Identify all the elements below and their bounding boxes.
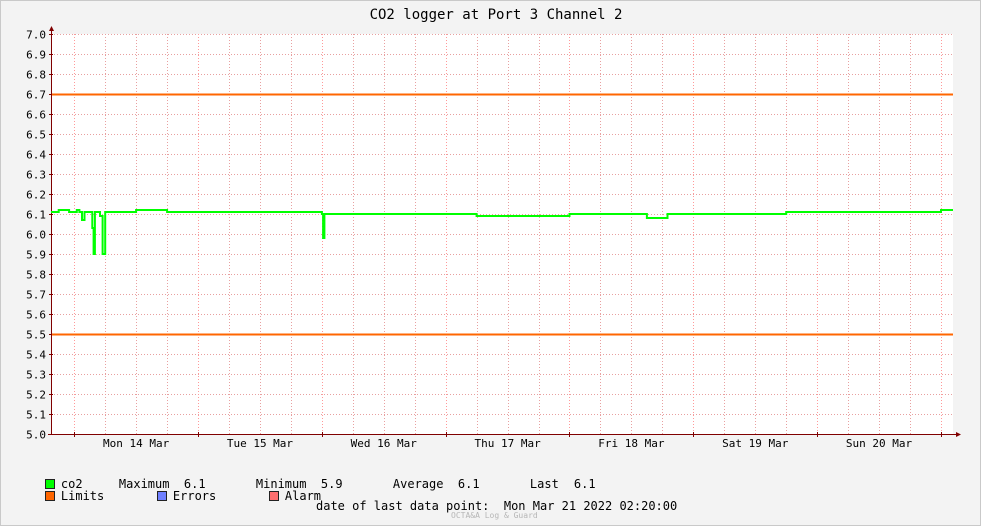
- legend-minimum-value: 5.9: [320, 477, 343, 491]
- x-tick-label: Mon 14 Mar: [103, 437, 170, 450]
- x-tick-label: Thu 17 Mar: [474, 437, 541, 450]
- y-tick-label: 5.6: [26, 309, 46, 322]
- legend-maximum-value: 6.1: [183, 477, 206, 491]
- chart: CO2 logger at Port 3 Channel 2 5.0 5.1 5.2…: [26, 7, 961, 450]
- legend-last-value: 6.1: [573, 477, 596, 491]
- y-tick-label: 5.7: [26, 289, 46, 302]
- x-tick-label: Fri 18 Mar: [598, 437, 665, 450]
- legend-average-label: Average: [392, 477, 444, 491]
- legend-maximum-label: Maximum: [118, 477, 170, 491]
- y-tick-label: 5.3: [26, 369, 46, 382]
- footer-credit: OCTA&A Log & Guard: [451, 511, 538, 520]
- errors-swatch: [156, 491, 167, 501]
- legend-errors-label: Errors: [172, 489, 217, 503]
- y-tick-label: 6.8: [26, 69, 46, 82]
- legend-row-series: co2 Maximum 6.1 Minimum 5.9 Average 6.1 Last 6.1: [16, 465, 596, 504]
- y-tick-label: 6.6: [26, 109, 46, 122]
- y-tick-label: 6.1: [26, 209, 46, 222]
- legend-row-status: Limits Errors Alarm: [16, 477, 321, 516]
- legend-last-label: Last: [529, 477, 559, 491]
- alarm-swatch: [268, 491, 279, 501]
- x-tick-label: Wed 16 Mar: [351, 437, 418, 450]
- y-axis-arrow: [49, 26, 54, 31]
- y-tick-label: 6.4: [26, 149, 46, 162]
- y-tick-label: 6.5: [26, 129, 46, 142]
- y-tick-label: 5.2: [26, 389, 46, 402]
- x-tick-label: Sun 20 Mar: [846, 437, 913, 450]
- y-tick-label: 7.0: [26, 29, 46, 42]
- legend-alarm-label: Alarm: [284, 489, 322, 503]
- y-tick-label: 5.1: [26, 409, 46, 422]
- legend-average-value: 6.1: [457, 477, 480, 491]
- last-point-label: date of last data point:: [316, 499, 490, 513]
- limits-swatch: [44, 491, 55, 501]
- limit-lines: [51, 93, 953, 336]
- x-tick-label: Sat 19 Mar: [722, 437, 789, 450]
- x-tick-label: Tue 15 Mar: [227, 437, 294, 450]
- x-axis-arrow: [956, 432, 961, 437]
- axes: [48, 26, 961, 437]
- legend-limits-label: Limits: [60, 489, 105, 503]
- y-tick-label: 6.2: [26, 189, 46, 202]
- last-data-point: date of last data point: Mon Mar 21 2022…: [316, 499, 677, 513]
- y-tick-label: 5.0: [26, 429, 46, 442]
- chart-title: CO2 logger at Port 3 Channel 2: [370, 7, 623, 23]
- y-tick-label: 5.9: [26, 249, 46, 262]
- series-layer: [51, 209, 953, 255]
- series-line-co2: [51, 209, 953, 255]
- y-tick-label: 6.9: [26, 49, 46, 62]
- y-tick-label: 5.4: [26, 349, 46, 362]
- y-tick-label: 5.5: [26, 329, 46, 342]
- legend-minimum-label: Minimum: [255, 477, 307, 491]
- co2-swatch: [44, 479, 55, 489]
- last-point-value: Mon Mar 21 2022 02:20:00: [503, 499, 678, 513]
- y-tick-label: 6.0: [26, 229, 46, 242]
- legend-series-name: co2: [60, 477, 83, 491]
- y-tick-label: 6.7: [26, 89, 46, 102]
- x-tick-labels: Mon 14 Mar Tue 15 Mar Wed 16 Mar Thu 17 Mar…: [103, 437, 913, 450]
- y-tick-labels: 5.0 5.1 5.2 5.3 5.4 5.5 5.6 5.7 5.8 5.9 6.0 6.1 6.2 6…: [26, 29, 46, 442]
- y-tick-label: 6.3: [26, 169, 46, 182]
- y-tick-label: 5.8: [26, 269, 46, 282]
